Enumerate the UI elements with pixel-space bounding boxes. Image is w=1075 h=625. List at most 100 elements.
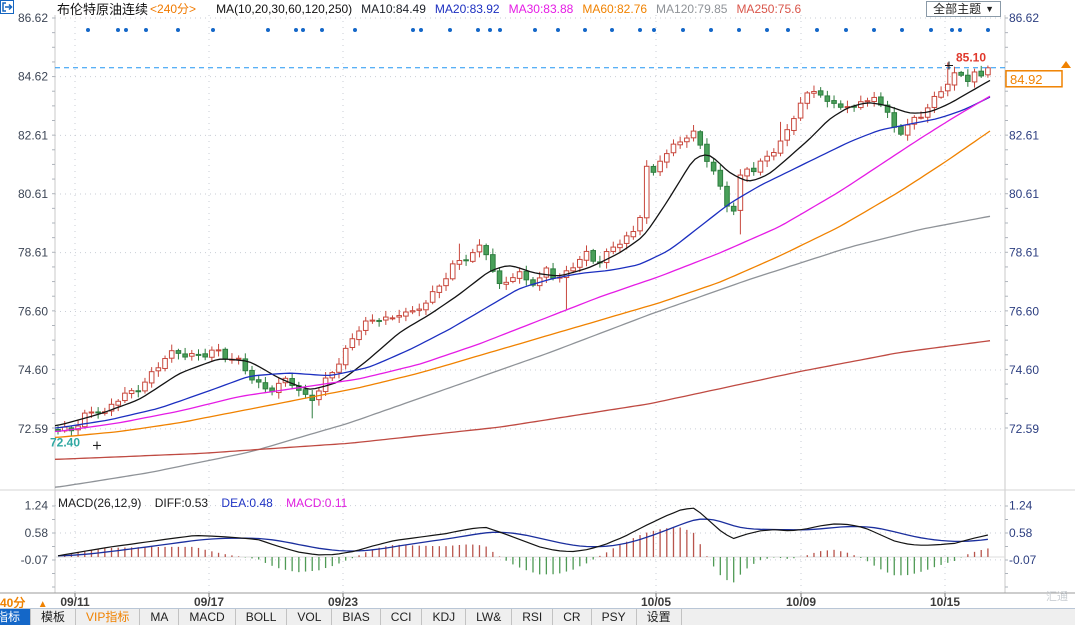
candle — [242, 353, 249, 375]
candle — [490, 248, 496, 273]
gridlines — [55, 15, 1005, 593]
candle — [168, 344, 175, 363]
candle — [296, 381, 302, 397]
instrument-title: 布伦特原油连续 — [57, 2, 149, 17]
date-tick-label: 09/17 — [194, 595, 224, 608]
candle — [463, 254, 469, 266]
price-tick-label: 76.60 — [1009, 304, 1039, 318]
ma-value-ma60: MA60:82.76 — [582, 1, 648, 16]
tab-MACD[interactable]: MACD — [179, 609, 236, 625]
macd-tick-label: 0.58 — [1009, 526, 1033, 540]
tab-PSY[interactable]: PSY — [591, 609, 637, 625]
y-axis-scale-icon[interactable] — [0, 0, 1035, 16]
chart-header: 布伦特原油连续 <240分> MA(10,20,30,60,120,250) M… — [0, 0, 1075, 17]
macd-tick-label: -0.07 — [1009, 553, 1037, 567]
candle — [108, 398, 115, 417]
price-tick-label: 74.60 — [1009, 363, 1039, 377]
ma-line-ma250 — [55, 340, 991, 460]
tab-模板[interactable]: 模板 — [31, 609, 77, 625]
candle — [81, 409, 88, 429]
candle — [804, 91, 811, 110]
x-axis-scale-icon[interactable] — [0, 0, 1052, 16]
tab-CR[interactable]: CR — [553, 609, 592, 625]
ma-settings-label: MA(10,20,30,60,120,250) — [216, 1, 353, 16]
price-tick-label: 78.61 — [1009, 246, 1039, 260]
candle — [985, 65, 991, 78]
candle — [469, 248, 476, 263]
tab-VOL[interactable]: VOL — [287, 609, 333, 625]
candle — [269, 385, 275, 396]
candle — [329, 371, 336, 381]
chart-canvas[interactable]: 86.62 84.62 82.61 80.61 78.61 76.60 74.60 72.59… — [0, 0, 1075, 608]
candle — [630, 225, 637, 240]
candle — [483, 243, 489, 261]
candle — [262, 377, 269, 393]
crosshair-tool-icon[interactable] — [0, 0, 1018, 16]
candle — [623, 231, 630, 250]
current-price-box: 84.92 — [1005, 61, 1071, 88]
candle — [148, 367, 155, 388]
candle — [128, 388, 135, 399]
ma-value-ma250: MA250:75.6 — [736, 1, 802, 16]
candle — [523, 265, 530, 286]
tab-VIP指标[interactable]: VIP指标 — [76, 609, 141, 625]
candle — [670, 139, 677, 157]
candle — [911, 115, 918, 130]
candle — [135, 385, 142, 398]
tab-LW&[interactable]: LW& — [466, 609, 513, 625]
candle — [858, 95, 864, 110]
theme-dropdown-button[interactable]: 全部主题 ▼ — [926, 0, 1001, 17]
candle — [864, 97, 871, 107]
price-tick-label: 74.60 — [18, 363, 48, 377]
candle — [122, 386, 128, 403]
candle — [570, 262, 576, 274]
pop-out-icon[interactable] — [0, 0, 1069, 16]
current-price-label: 84.92 — [1010, 72, 1043, 87]
tab-BIAS[interactable]: BIAS — [332, 609, 381, 625]
candle — [710, 158, 717, 175]
candle — [423, 300, 429, 315]
price-tick-label: 80.61 — [1009, 187, 1039, 201]
macd-header: MACD(26,12,9) DIFF:0.53 DEA:0.48 MACD:0.… — [58, 496, 357, 510]
candle — [175, 348, 182, 360]
candle — [456, 243, 463, 270]
tab-BOLL[interactable]: BOLL — [235, 609, 288, 625]
candle — [871, 91, 877, 107]
indicator-chart-icon[interactable] — [0, 0, 213, 15]
low-price-label: 72.40 — [50, 435, 80, 449]
candle — [978, 65, 985, 78]
ma-value-ma10: MA10:84.49 — [361, 1, 426, 16]
period-indicator[interactable]: 40分 ▲ — [0, 594, 48, 611]
tab-CCI[interactable]: CCI — [380, 609, 423, 625]
candle — [202, 348, 208, 361]
candle — [376, 318, 382, 327]
candle — [831, 95, 837, 109]
candle — [336, 358, 342, 379]
candle — [637, 215, 643, 236]
period-indicator-label: 40分 — [0, 596, 26, 610]
up-triangle-icon: ▲ — [37, 599, 48, 610]
period-badge: <240分> — [150, 2, 197, 16]
tab-KDJ[interactable]: KDJ — [422, 609, 467, 625]
candle — [229, 353, 235, 364]
price-tick-label: 72.59 — [1009, 422, 1039, 436]
candle — [650, 164, 657, 176]
candle — [958, 70, 964, 78]
candle — [583, 245, 590, 267]
tab-设置[interactable]: 设置 — [636, 609, 682, 625]
candle — [837, 100, 844, 110]
price-axis-right: 86.62 82.61 80.61 78.61 76.60 74.60 72.59 1.24 0… — [1009, 11, 1039, 567]
tab-指标[interactable]: 指标 — [0, 609, 32, 625]
candle — [777, 121, 784, 157]
ma-line-ma120 — [55, 215, 991, 488]
candle — [449, 260, 456, 281]
candle — [951, 66, 958, 91]
candle — [824, 90, 831, 108]
candle — [403, 307, 409, 322]
tab-RSI[interactable]: RSI — [512, 609, 554, 625]
low-marker: 72.40 — [50, 435, 101, 450]
tab-MA[interactable]: MA — [140, 609, 180, 625]
candle — [275, 377, 282, 399]
candle — [677, 136, 683, 149]
indicator-tabbar: 指标 模板 VIP指标 MA MACD BOLL VOL BIAS CCI KDJ LW& RSI CR… — [0, 608, 1075, 625]
